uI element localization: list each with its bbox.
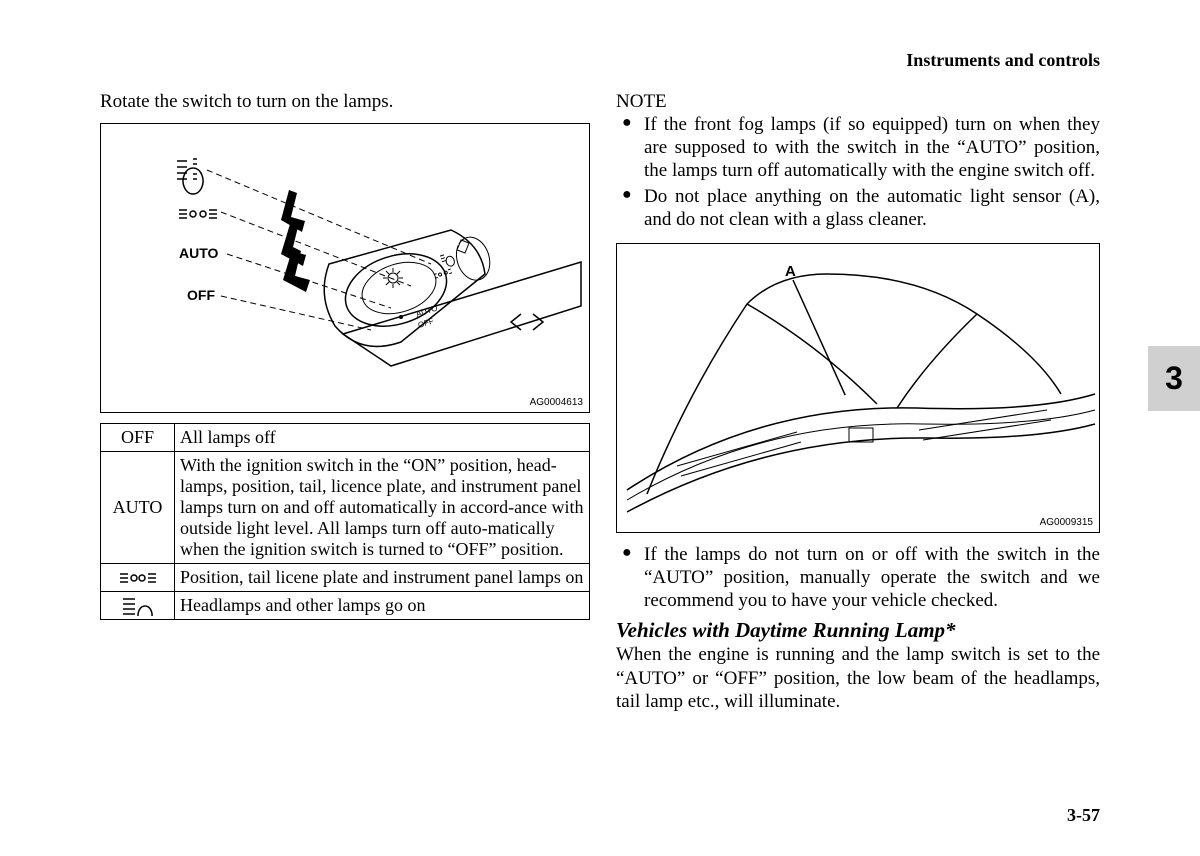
parking-lamp-icon bbox=[179, 210, 217, 218]
turn-signal-icon bbox=[511, 314, 543, 330]
note-bullet-list: If the front fog lamps (if so equipped) … bbox=[616, 113, 1100, 231]
page-content: Instruments and controls Rotate the swit… bbox=[100, 50, 1100, 713]
section-header: Instruments and controls bbox=[100, 50, 1100, 71]
table-row: OFF All lamps off bbox=[101, 424, 590, 452]
row-text: With the ignition switch in the “ON” pos… bbox=[175, 452, 590, 564]
svg-text:OFF: OFF bbox=[417, 316, 435, 330]
auto-label: AUTO bbox=[179, 245, 219, 261]
subsection-title: Vehicles with Daytime Running Lamp* bbox=[616, 618, 1100, 643]
row-label: OFF bbox=[101, 424, 175, 452]
list-item: If the front fog lamps (if so equipped) … bbox=[644, 113, 1100, 183]
headlamp-icon bbox=[106, 596, 169, 616]
list-item: If the lamps do not turn on or off with … bbox=[644, 543, 1100, 613]
chapter-tab: 3 bbox=[1148, 346, 1200, 411]
page-number: 3-57 bbox=[1067, 805, 1100, 826]
table-row: Headlamps and other lamps go on bbox=[101, 592, 590, 620]
figure-reference: AG0004613 bbox=[530, 397, 583, 408]
row-text: All lamps off bbox=[175, 424, 590, 452]
table-row: Position, tail licene plate and instrume… bbox=[101, 564, 590, 592]
lamp-switch-diagram: AUTO OFF bbox=[101, 124, 589, 412]
subsection-body: When the engine is running and the lamp … bbox=[616, 643, 1100, 713]
lamp-switch-table: OFF All lamps off AUTO With the ignition… bbox=[100, 423, 590, 620]
row-label-icon bbox=[101, 592, 175, 620]
off-label: OFF bbox=[187, 287, 215, 303]
two-column-layout: Rotate the switch to turn on the lamps. bbox=[100, 91, 1100, 713]
figure-reference: AG0009315 bbox=[1040, 517, 1093, 528]
list-item: Do not place anything on the automatic l… bbox=[644, 185, 1100, 231]
note-bullet-list-2: If the lamps do not turn on or off with … bbox=[616, 543, 1100, 613]
light-sensor-diagram: A bbox=[617, 244, 1099, 532]
row-text: Position, tail licene plate and instrume… bbox=[175, 564, 590, 592]
left-column: Rotate the switch to turn on the lamps. bbox=[100, 91, 590, 713]
row-text: Headlamps and other lamps go on bbox=[175, 592, 590, 620]
figure-lamp-switch: AUTO OFF bbox=[100, 123, 590, 413]
headlamp-icon bbox=[177, 159, 203, 194]
row-label: AUTO bbox=[101, 452, 175, 564]
intro-text: Rotate the switch to turn on the lamps. bbox=[100, 91, 590, 113]
parking-lamp-icon bbox=[106, 570, 169, 586]
row-label-icon bbox=[101, 564, 175, 592]
table-row: AUTO With the ignition switch in the “ON… bbox=[101, 452, 590, 564]
lever-stalk: AUTO OFF bbox=[324, 230, 581, 366]
note-heading: NOTE bbox=[616, 91, 1100, 113]
figure-light-sensor: A bbox=[616, 243, 1100, 533]
right-column: NOTE If the front fog lamps (if so equip… bbox=[616, 91, 1100, 713]
